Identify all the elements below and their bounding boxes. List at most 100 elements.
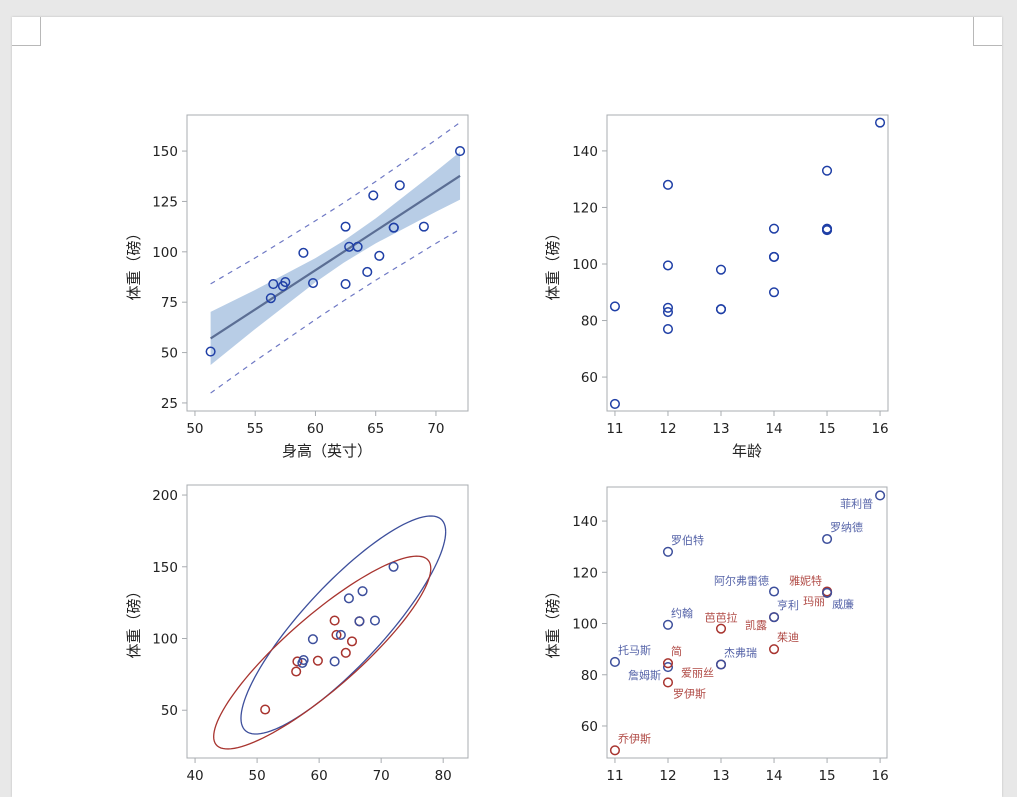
- chart4-y-tick-label: 60: [581, 719, 598, 735]
- chart4-x-tick-label: 11: [606, 768, 623, 784]
- chart2-x-tick-label: 12: [659, 421, 676, 437]
- chart3-y-tick-label: 200: [152, 488, 178, 504]
- chart4-point-label: 詹姆斯: [628, 668, 661, 682]
- chart4-point-label: 雅妮特: [789, 574, 822, 588]
- chart3-x-tick-label: 80: [435, 768, 452, 784]
- chart4-point-label: 玛丽: [803, 595, 825, 608]
- chart2-y-axis-label: 体重（磅）: [544, 225, 562, 300]
- chart3-data-point: [298, 654, 309, 666]
- chart1-prediction-limit-upper: [210, 121, 461, 285]
- chart2-data-point: [609, 301, 621, 312]
- chart1-x-tick-label: 60: [307, 421, 324, 437]
- chart4-data-point: [822, 533, 833, 545]
- chart3-data-point: [354, 616, 365, 627]
- chart3-data-point: [340, 647, 351, 658]
- chart4-point-label: 威廉: [832, 597, 854, 611]
- chart1-data-point: [340, 279, 351, 290]
- page-corner-mark-top-right: [973, 17, 1002, 46]
- chart4-point-label: 亨利: [777, 598, 799, 612]
- chart1-y-tick-label: 150: [152, 144, 178, 160]
- chart1-y-tick-label: 125: [152, 194, 178, 210]
- chart2-data-point: [768, 251, 780, 262]
- chart4-point-label: 罗纳德: [830, 520, 863, 534]
- chart4-data-point: [662, 658, 674, 669]
- chart2-y-tick-label: 100: [572, 257, 598, 273]
- chart4-y-tick-label: 80: [581, 668, 598, 684]
- chart4-point-label: 芭芭拉: [705, 611, 738, 625]
- chart4-data-point: [768, 612, 780, 623]
- chart1-prediction-limit-lower: [210, 228, 461, 394]
- chart1-data-point: [374, 250, 385, 261]
- chart3-data-point: [335, 629, 346, 640]
- chart4-data-point: [768, 644, 780, 655]
- chart2-y-tick-label: 140: [572, 144, 598, 160]
- chart3-ellipse-male: [240, 515, 447, 735]
- chart2-data-point: [768, 287, 780, 298]
- chart2-y-tick-label: 80: [581, 314, 598, 330]
- chart4-data-point: [715, 659, 727, 670]
- chart3-data-point: [291, 666, 302, 677]
- chart3-data-point: [307, 634, 318, 645]
- chart1-data-point: [298, 247, 309, 258]
- chart4-y-tick-label: 120: [572, 565, 598, 581]
- chart4-point-label: 罗伊斯: [673, 687, 706, 700]
- chart4-y-tick-label: 100: [572, 617, 598, 633]
- chart3-data-point: [388, 561, 399, 572]
- document-page: [12, 17, 1002, 797]
- chart1-data-point: [280, 276, 291, 288]
- chart3-y-tick-label: 150: [152, 560, 178, 576]
- chart2-x-tick-label: 11: [606, 421, 623, 437]
- chart3-x-tick-label: 50: [249, 768, 266, 784]
- chart3-y-axis-label: 体重（磅）: [125, 583, 143, 658]
- chart1-data-point: [418, 221, 429, 232]
- chart3-data-point: [329, 656, 340, 667]
- chart4-data-point: [662, 619, 674, 630]
- page-corner-mark-top-left: [12, 17, 41, 46]
- chart1-y-tick-label: 75: [161, 295, 178, 311]
- chart1-x-tick-label: 55: [247, 421, 264, 437]
- chart4-plot-frame: [606, 486, 888, 759]
- chart1-y-tick-label: 25: [161, 396, 178, 412]
- chart3-x-tick-label: 70: [373, 768, 390, 784]
- chart4-point-label: 阿尔弗雷德: [714, 574, 769, 588]
- chart4-data-point: [609, 745, 621, 756]
- chart1-fit-line: [210, 174, 461, 340]
- chart4-x-tick-label: 15: [818, 768, 835, 784]
- chart3-data-point: [329, 615, 340, 626]
- chart4-point-label: 爱丽丝: [681, 667, 714, 680]
- chart2-data-point: [609, 398, 621, 409]
- chart4-data-point: [768, 586, 780, 597]
- chart1-plot-frame: [186, 114, 469, 412]
- chart4-data-point: [662, 677, 674, 688]
- chart3-x-tick-label: 60: [311, 768, 328, 784]
- chart2-data-point: [821, 165, 833, 176]
- chart3-data-point: [369, 615, 381, 626]
- chart2-data-point: [715, 304, 727, 315]
- chart1-x-tick-label: 70: [427, 421, 444, 437]
- chart2-x-tick-label: 16: [871, 421, 888, 437]
- chart1-data-point: [388, 222, 399, 233]
- chart4-x-tick-label: 14: [765, 768, 782, 784]
- chart4-point-label: 乔伊斯: [618, 732, 651, 745]
- chart3-data-point: [343, 593, 354, 604]
- chart3-data-point: [292, 656, 303, 667]
- chart1-data-point: [205, 346, 216, 357]
- chart4-data-point: [609, 656, 621, 667]
- chart1-y-tick-label: 100: [152, 245, 178, 261]
- chart1-y-tick-label: 50: [161, 346, 178, 362]
- chart4-point-label: 罗伯特: [671, 533, 704, 547]
- chart3-data-point: [346, 636, 358, 647]
- chart3-x-tick-label: 40: [186, 768, 203, 784]
- chart4-y-axis-label: 体重（磅）: [544, 583, 562, 658]
- chart4-point-label: 凯露: [745, 619, 767, 632]
- chart3-data-point: [312, 655, 323, 666]
- chart1-data-point: [268, 279, 279, 290]
- chart1-data-point: [368, 190, 379, 201]
- chart4-data-point: [875, 490, 886, 501]
- chart1-data-point: [454, 146, 466, 157]
- chart4-x-tick-label: 16: [872, 768, 889, 784]
- chart2-y-tick-label: 120: [572, 200, 598, 216]
- chart4-data-point: [822, 587, 833, 598]
- chart3-data-point: [331, 629, 342, 640]
